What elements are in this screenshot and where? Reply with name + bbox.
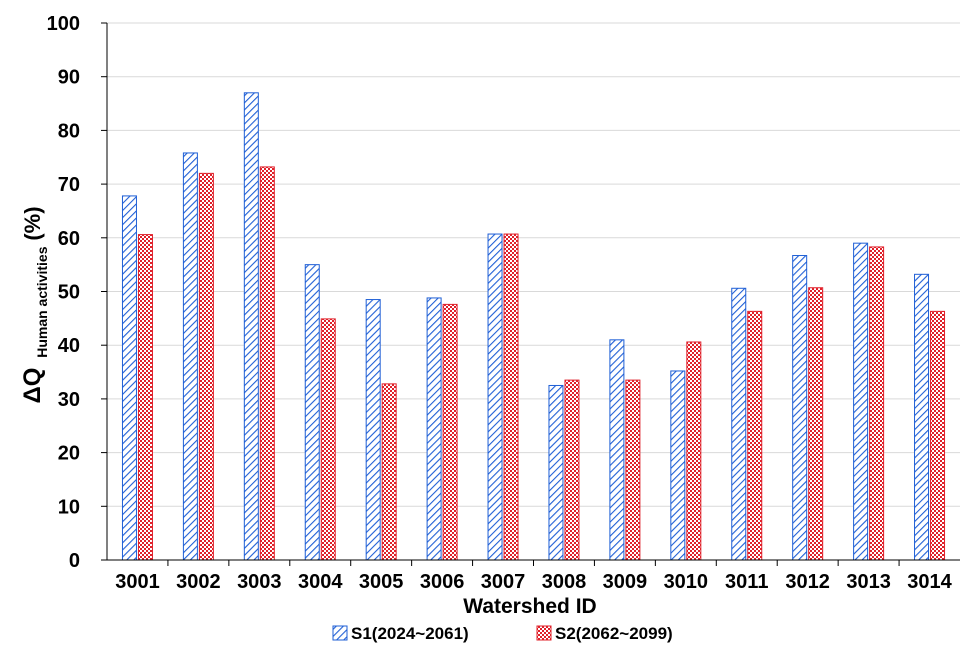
x-axis-title: Watershed ID: [463, 595, 596, 618]
legend-item-s1: S1(2024~2061): [332, 624, 469, 643]
bar-s2-3002: [198, 172, 214, 561]
bar-s2-3008: [564, 379, 580, 561]
y-axis-title-main: ΔQ: [19, 368, 46, 404]
y-tick-labels: 0 10 20 30 40 50 60 70 80 90 100: [47, 13, 107, 572]
bar-s1-3014: [914, 273, 930, 561]
bar-s1-3007: [487, 233, 503, 561]
y-axis-title-unit: (%): [20, 206, 45, 240]
bar-s1-3013: [853, 242, 869, 561]
bar-s2-3006: [442, 303, 458, 561]
y-tick-label: 30: [58, 389, 80, 411]
x-tick-label: 3004: [298, 571, 343, 593]
legend-swatch-s1: [332, 625, 348, 641]
y-tick-label: 80: [58, 120, 80, 142]
x-tick-label: 3005: [359, 571, 404, 593]
x-tick-label: 3012: [785, 571, 830, 593]
bar-s1-3005: [365, 299, 381, 561]
x-tick-label: 3011: [725, 571, 768, 593]
bar-s2-3012: [808, 287, 824, 561]
bar-s2-3003: [259, 166, 275, 561]
grid-lines: [107, 22, 960, 507]
bar-s2-3005: [381, 383, 397, 561]
legend-label-s2: S2(2062~2099): [555, 624, 673, 643]
bar-s2-3001: [137, 234, 153, 561]
bar-s1-3009: [609, 339, 625, 561]
bar-s1-3004: [304, 264, 320, 561]
bar-s2-3011: [747, 310, 763, 561]
x-tick-labels: 3001 3002 3003 3004 3005 3006 3007 3008 3009 3010…: [115, 560, 953, 593]
bar-s2-3014: [930, 310, 946, 561]
y-tick-label: 60: [58, 228, 80, 250]
x-tick-label: 3001: [115, 571, 160, 593]
bar-s2-3010: [686, 341, 702, 561]
y-tick-label: 0: [69, 550, 80, 572]
bars: [121, 92, 946, 561]
bar-s1-3003: [243, 92, 259, 561]
bar-s1-3002: [182, 152, 198, 561]
x-tick-label: 3006: [420, 571, 465, 593]
x-tick-label: 3009: [603, 571, 648, 593]
legend-label-s1: S1(2024~2061): [351, 624, 469, 643]
y-tick-label: 10: [58, 496, 80, 518]
x-tick-label: 3010: [664, 571, 709, 593]
bar-s2-3013: [869, 246, 885, 561]
bar-s1-3001: [121, 195, 137, 561]
x-tick-label: 3002: [176, 571, 221, 593]
y-axis-title: ΔQ Human activities (%): [19, 206, 52, 403]
x-tick-label: 3014: [907, 571, 952, 593]
legend-swatch-s2: [536, 625, 552, 641]
y-tick-label: 100: [47, 13, 80, 35]
bar-s2-3009: [625, 379, 641, 561]
bar-s2-3007: [503, 233, 519, 561]
x-tick-label: 3008: [542, 571, 587, 593]
x-tick-label: 3013: [846, 571, 891, 593]
bar-s1-3011: [731, 287, 747, 561]
y-tick-label: 70: [58, 174, 80, 196]
y-tick-label: 90: [58, 67, 80, 89]
x-tick-label: 3007: [481, 571, 526, 593]
bar-s1-3012: [792, 255, 808, 561]
bar-s1-3008: [548, 384, 564, 561]
y-tick-label: 40: [58, 335, 80, 357]
bar-s1-3006: [426, 297, 442, 561]
y-tick-label: 50: [58, 282, 80, 304]
y-tick-label: 20: [58, 443, 80, 465]
bar-s1-3010: [670, 370, 686, 561]
bar-s2-3004: [320, 318, 336, 561]
legend-item-s2: S2(2062~2099): [536, 624, 673, 643]
x-tick-label: 3003: [237, 571, 282, 593]
y-axis-title-sub: Human activities: [34, 246, 50, 357]
legend: S1(2024~2061) S2(2062~2099): [332, 624, 673, 643]
